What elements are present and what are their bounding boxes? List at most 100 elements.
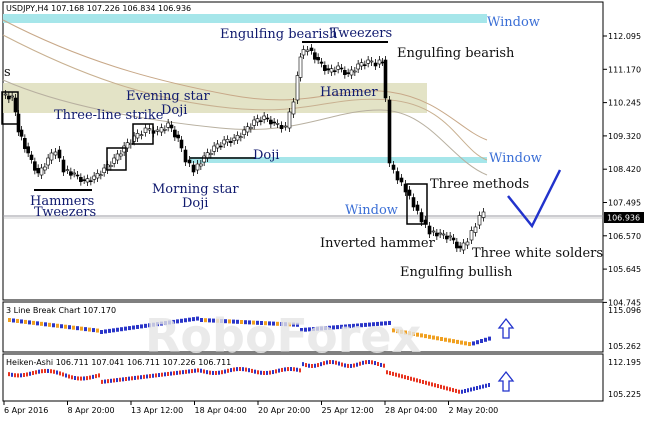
heiken-ashi-bar [338,361,340,366]
line-break-bar [200,318,203,322]
annotation-window-mid: Window [489,151,542,166]
heiken-ashi-bar [194,368,196,373]
line-break-bar [328,325,331,330]
candle-body [313,52,317,60]
line-break-bar [228,319,231,324]
candle-body [79,177,83,182]
candle-body [195,163,200,171]
candle-body [336,65,340,70]
line-break-bar [20,319,23,324]
candle-body [72,172,76,175]
candle-body [326,68,330,71]
candle-body [29,154,34,160]
line-break-bar [188,317,191,322]
heiken-ashi-bar [131,376,133,381]
candle-body [252,119,256,126]
price-tick-label: 112.095 [608,32,641,41]
heiken-ashi-bar [152,373,154,378]
candle-body [176,134,180,139]
line-break-bar [360,323,363,328]
heiken-ashi-bar [254,369,256,374]
heiken-ashi-bar [299,368,301,373]
heiken-ashi-bar [479,385,481,390]
candle-body [477,215,482,226]
candle-body [287,111,292,129]
line-break-bar [56,323,59,328]
line-break-bar [220,319,223,323]
heiken-ashi-bar [296,367,298,372]
candle-body [57,149,62,159]
heiken-ashi-bar [200,368,202,373]
heiken-ashi-bar [293,367,295,372]
window-band-top [3,14,487,23]
heiken-ashi-bar [413,377,415,382]
annotation-engulfing-bearish-left: Engulfing bearish [220,27,338,42]
heiken-ashi-bar [332,360,334,365]
heiken-ashi-bar [65,373,67,378]
candle-body [359,62,364,67]
line-break-bar [424,334,427,339]
heiken-ashi-bar [215,370,217,375]
heiken-ashi-bar [476,386,478,390]
resistance-zone [3,83,427,113]
heiken-ashi-bar [473,386,475,391]
candle-body [465,241,470,246]
line-break-bar [180,318,183,323]
heiken-ashi-bar [182,370,184,375]
candle-body [455,241,459,249]
candle-body [291,101,296,115]
heiken-ashi-bar [236,367,238,372]
line-break-bar [164,321,167,326]
heiken-ashi-bar [125,377,127,381]
candle-body [92,175,96,180]
candle-body [435,232,439,237]
line-break-bar [28,320,31,325]
candle-body [369,60,374,63]
heiken-ashi-bar [290,367,292,372]
time-tick-label: 6 Apr 2016 [4,406,48,415]
heiken-ashi-bar [383,363,385,368]
line-break-bar [112,328,115,333]
line-break-header: 3 Line Break Chart 107.170 [6,306,116,315]
line-break-bar [136,324,139,329]
line-break-bar [376,321,379,326]
candle-body [242,129,246,135]
line-break-bar [332,325,335,330]
current-price-badge: 106.936 [607,214,640,223]
line-break-bar [344,324,347,329]
heiken-ashi-bar [38,369,40,374]
candle-body [102,167,106,173]
time-tick-label: 25 Apr 12:00 [322,406,374,415]
line-break-bar [236,319,239,324]
heiken-ashi-bar [269,370,271,375]
line-break-bar [292,322,295,327]
candle-body [353,70,357,73]
pattern-box-three-methods [406,183,428,225]
candle-body [448,235,452,238]
candle-body [245,126,250,133]
heiken-ashi-bar [287,367,289,372]
line-break-bar [148,323,151,328]
line-break-bar [388,320,391,325]
time-tick-label: 13 Apr 12:00 [131,406,183,415]
heiken-ashi-bar [230,368,232,373]
heiken-ashi-bar [425,380,427,385]
price-tick-label: 111.170 [608,65,641,74]
line-break-bar [144,323,147,328]
price-tick-label: 110.245 [608,99,641,108]
line-break-bar [212,318,215,323]
heiken-ashi-bar [44,368,46,373]
line-break-bar [248,320,251,325]
line-break-bar [128,326,131,331]
heiken-ashi-bar [359,361,361,366]
line-break-bar [408,331,411,336]
annotation-three-white-soldiers: Three white solders [472,246,603,261]
heiken-ashi-bar [395,372,397,377]
annotation-hammer-top: Hammer [320,85,378,100]
heiken-ashi-bar [170,371,172,376]
line-break-bar [72,325,75,330]
candle-body [239,136,243,138]
line-break-bar [84,327,87,332]
candle-body [298,56,303,78]
